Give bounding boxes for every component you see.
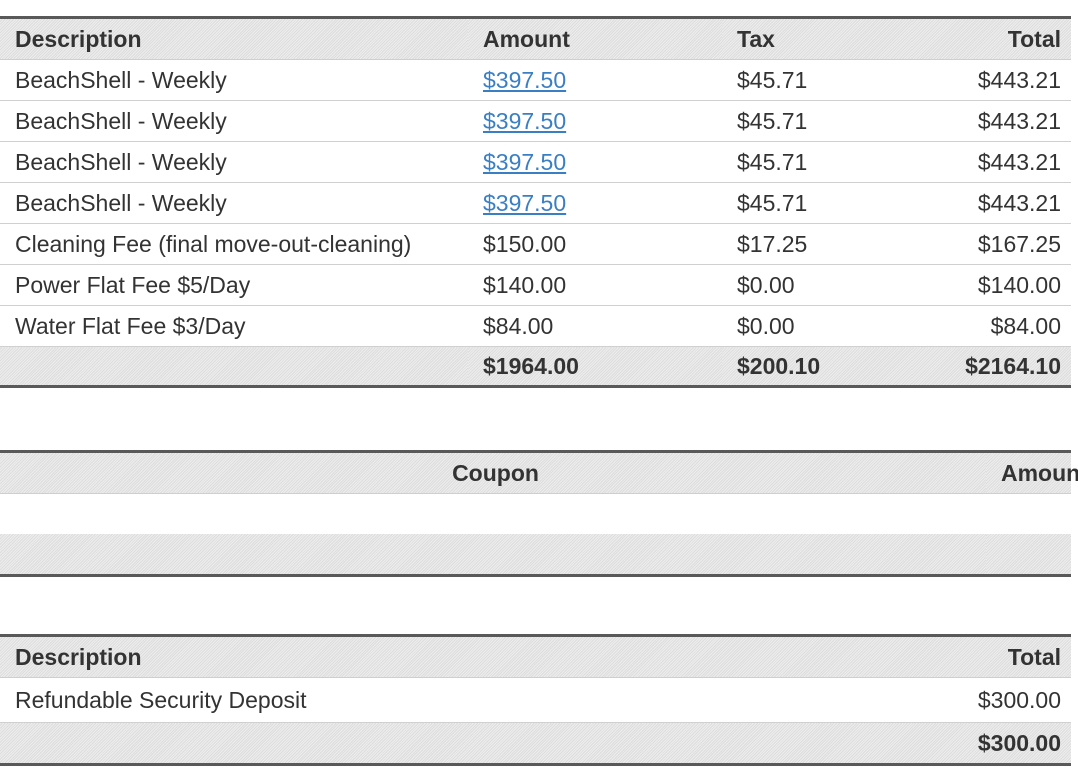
row-description: BeachShell - Weekly [0,100,468,142]
row-tax: $45.71 [722,59,912,101]
row-description: Water Flat Fee $3/Day [0,305,468,347]
row-total: $443.21 [912,59,1071,101]
header-coupon-amount: Amount [986,450,1078,494]
charges-table: Description Amount Tax Total BeachShell … [0,16,1071,388]
row-description: BeachShell - Weekly [0,141,468,183]
total-amount: $1964.00 [468,346,722,388]
row-description: Power Flat Fee $5/Day [0,264,468,306]
table-row: Cleaning Fee (final move-out-cleaning) $… [0,223,1071,265]
row-tax: $0.00 [722,264,912,306]
header-description: Description [0,16,468,60]
totals-label [0,346,468,388]
header-deposit-description: Description [0,634,871,678]
row-amount: $140.00 [468,264,722,306]
coupons-table: Coupon Amount [0,450,1078,577]
row-total: $84.00 [912,305,1071,347]
total-tax: $200.10 [722,346,912,388]
row-total: $443.21 [912,100,1071,142]
amount-link[interactable]: $397.50 [483,148,567,175]
row-tax: $0.00 [722,305,912,347]
grand-total: $2164.10 [912,346,1071,388]
row-total: $140.00 [912,264,1071,306]
row-description: BeachShell - Weekly [0,182,468,224]
deposits-totals-row: $300.00 [0,722,1071,766]
row-description: Cleaning Fee (final move-out-cleaning) [0,223,468,265]
amount-link[interactable]: $397.50 [483,66,567,93]
header-tax: Tax [722,16,912,60]
deposits-table: Description Total Refundable Security De… [0,634,1071,766]
deposit-total: $300.00 [871,677,1071,723]
table-row: BeachShell - Weekly $397.50 $45.71 $443.… [0,100,1071,142]
table-row: BeachShell - Weekly $397.50 $45.71 $443.… [0,59,1071,101]
row-total: $443.21 [912,182,1071,224]
coupons-totals-row [0,534,1071,577]
table-row: Refundable Security Deposit $300.00 [0,677,1071,723]
header-deposit-total: Total [871,634,1071,678]
table-row: Power Flat Fee $5/Day $140.00 $0.00 $140… [0,264,1071,306]
row-tax: $45.71 [722,141,912,183]
charges-header-row: Description Amount Tax Total [0,16,1071,60]
row-tax: $17.25 [722,223,912,265]
row-description: BeachShell - Weekly [0,59,468,101]
amount-link[interactable]: $397.50 [483,107,567,134]
deposit-grand-total: $300.00 [871,722,1071,766]
row-amount: $150.00 [468,223,722,265]
row-amount: $84.00 [468,305,722,347]
table-row: Water Flat Fee $3/Day $84.00 $0.00 $84.0… [0,305,1071,347]
table-row: BeachShell - Weekly $397.50 $45.71 $443.… [0,182,1071,224]
deposit-description: Refundable Security Deposit [0,677,871,723]
header-total: Total [912,16,1071,60]
charges-totals-row: $1964.00 $200.10 $2164.10 [0,346,1071,388]
deposits-header-row: Description Total [0,634,1071,678]
header-coupon: Coupon [0,450,986,494]
table-row: BeachShell - Weekly $397.50 $45.71 $443.… [0,141,1071,183]
row-total: $443.21 [912,141,1071,183]
amount-link[interactable]: $397.50 [483,189,567,216]
row-tax: $45.71 [722,100,912,142]
header-amount: Amount [468,16,722,60]
coupons-empty-row [0,493,1071,534]
row-tax: $45.71 [722,182,912,224]
coupons-header-row: Coupon Amount [0,450,1078,494]
row-total: $167.25 [912,223,1071,265]
